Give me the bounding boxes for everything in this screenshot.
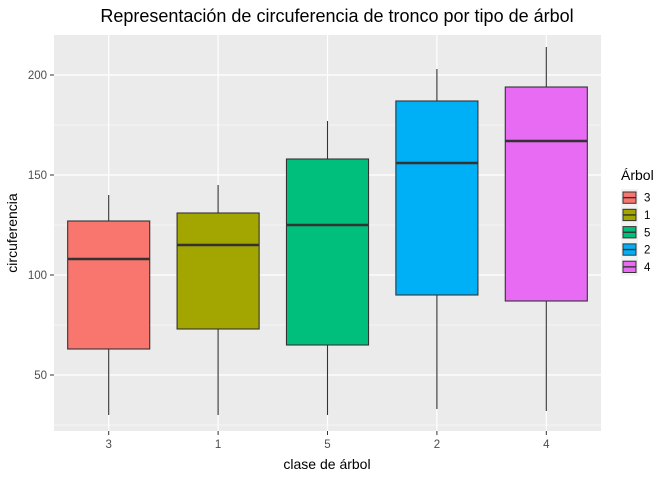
legend-item-2: 2 [621,240,650,259]
x-tick-label: 2 [434,439,440,451]
legend-item-5: 5 [621,223,650,241]
x-tick-label: 4 [543,439,550,451]
box-1 [176,185,260,415]
y-axis: 50 100 150 200 [28,70,54,382]
y-tick-label: 100 [28,270,47,282]
box-body [504,86,588,302]
box-body [176,212,260,330]
box-body [395,100,479,296]
legend-item-4: 4 [621,258,651,276]
x-tick-label: 1 [215,439,221,451]
x-axis-title: clase de árbol [283,456,370,472]
boxes [67,47,588,415]
legend-label: 1 [644,210,650,222]
legend-label: 5 [644,227,650,239]
x-axis: 3 1 5 2 4 [105,431,550,451]
box-3 [67,195,151,415]
x-tick-label: 5 [324,439,330,451]
legend-label: 2 [644,245,650,257]
y-tick-label: 50 [34,370,47,382]
box-body [67,220,151,350]
legend: Árbol 3 1 5 2 4 [621,167,654,276]
chart-title: Representación de circuferencia de tronc… [100,6,573,26]
legend-label: 4 [644,262,651,274]
legend-item-3: 3 [621,189,650,207]
box-5 [285,121,370,415]
y-axis-title: circuferencia [4,193,20,273]
y-tick-label: 150 [28,170,47,182]
box-2 [395,69,479,409]
y-tick-label: 200 [28,70,47,82]
legend-item-1: 1 [621,206,650,224]
x-tick-label: 3 [105,439,111,451]
legend-label: 3 [644,193,650,205]
box-4 [504,47,588,411]
legend-title: Árbol [621,167,654,183]
box-body [285,158,370,346]
